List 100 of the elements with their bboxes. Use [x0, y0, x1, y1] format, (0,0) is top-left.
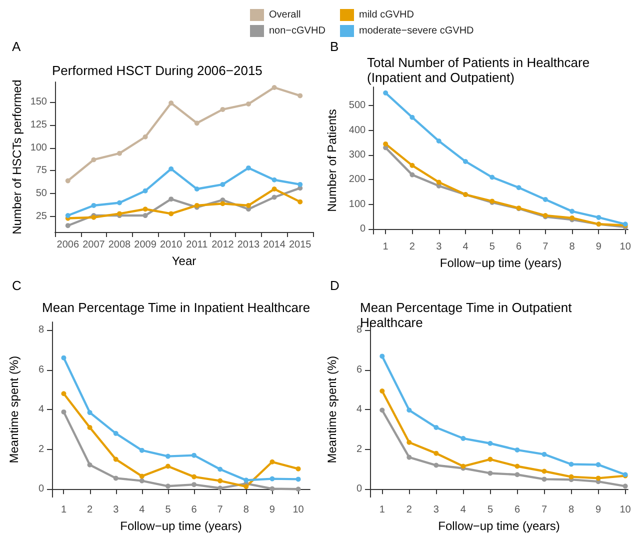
point [246, 101, 251, 106]
chart-title: Mean Percentage Time in Outpatient Healthcare [360, 300, 576, 330]
point [514, 472, 520, 478]
y-axis-title: Number of HSCTs performed [10, 80, 24, 234]
x-tick-label: 7 [541, 504, 548, 516]
point [542, 196, 548, 202]
y-axis-title: Number of Patients [325, 109, 339, 212]
point [298, 182, 303, 187]
point [570, 208, 575, 214]
y-tick-label: 300 [348, 150, 366, 161]
y-tick-label: 4 [38, 404, 44, 416]
point [436, 180, 442, 185]
x-tick-label: 2007 [82, 240, 106, 250]
x-tick-label: 2008 [108, 240, 132, 250]
point [434, 424, 439, 430]
y-tick-label: 2 [356, 444, 362, 455]
point [194, 120, 200, 126]
x-tick-label: 2 [406, 504, 412, 516]
x-tick-label: 4 [462, 242, 469, 252]
point [272, 177, 277, 182]
point [246, 202, 251, 208]
point [246, 165, 251, 170]
x-tick-label: 9 [596, 242, 602, 252]
point [488, 456, 493, 462]
x-tick-label: 8 [243, 504, 250, 516]
point [192, 452, 197, 458]
x-tick-label: 2015 [288, 240, 312, 250]
x-tick-label: 2 [409, 242, 416, 252]
x-tick-label: 7 [542, 242, 549, 252]
point [91, 202, 96, 208]
point [142, 134, 148, 140]
y-tick-label: 6 [38, 364, 44, 376]
point [490, 174, 495, 180]
point [596, 214, 602, 220]
x-tick-label: 2013 [237, 240, 260, 250]
y-tick-label: 0 [356, 484, 362, 495]
point [380, 408, 385, 413]
legend-label: Overall [269, 10, 301, 20]
point [168, 166, 174, 172]
point [514, 464, 520, 469]
point [91, 157, 96, 162]
point [296, 466, 301, 472]
x-axis-title: Follow−up time (years) [438, 519, 560, 533]
x-tick-label: 6 [516, 242, 522, 252]
y-tick-label: 500 [348, 100, 366, 112]
point [87, 410, 92, 416]
x-tick-label: 2010 [160, 240, 183, 250]
point [87, 424, 92, 430]
point [218, 478, 223, 484]
y-tick-label: 0 [360, 224, 366, 235]
point [270, 486, 275, 492]
point [139, 478, 144, 484]
x-tick-label: 5 [165, 504, 172, 516]
x-tick-label: 9 [596, 504, 602, 516]
point [194, 186, 200, 192]
y-tick-label: 100 [348, 198, 366, 210]
x-tick-label: 10 [292, 504, 304, 516]
point [568, 462, 574, 467]
chart-title: Performed HSCT During 2006−2015 [52, 63, 262, 78]
chart-title: Total Number of Patients in Healthcare (Inpatient and Outpatient) [367, 55, 594, 85]
point [165, 454, 170, 459]
x-axis-title: Follow−up time (years) [120, 519, 242, 533]
x-tick-label: 5 [487, 504, 494, 516]
point [218, 466, 223, 472]
point [514, 447, 520, 452]
y-tick-label: 4 [356, 404, 362, 416]
point [434, 450, 439, 456]
y-axis-title: Meantime spent (%) [325, 356, 339, 464]
point [298, 93, 303, 98]
y-tick-label: 150 [30, 96, 48, 108]
point [61, 355, 66, 360]
point [139, 448, 144, 453]
y-tick-label: 25 [36, 210, 48, 222]
y-tick-label: 8 [38, 324, 44, 336]
point [244, 484, 249, 490]
point [406, 440, 412, 445]
y-tick-label: 200 [348, 174, 366, 186]
text: A [12, 39, 21, 54]
point [296, 476, 301, 482]
point [542, 476, 547, 482]
chart-title: Mean Percentage Time in Inpatient Healthcare [42, 300, 310, 315]
point [296, 486, 301, 492]
x-tick-label: 7 [217, 504, 224, 516]
x-tick-label: 3 [436, 242, 442, 252]
y-axis-title: Meantime spent (%) [7, 356, 21, 464]
legend-label: non−cGVHD [269, 26, 326, 36]
x-tick-label: 3 [113, 504, 120, 516]
point [596, 476, 601, 481]
point [463, 158, 468, 164]
point [410, 114, 415, 120]
x-tick-label: 10 [620, 242, 632, 252]
point [272, 194, 277, 200]
x-tick-label: 2014 [263, 240, 286, 250]
point [113, 456, 118, 462]
point [117, 200, 122, 206]
y-tick-label: 100 [30, 142, 48, 154]
text: B [330, 39, 339, 54]
point [168, 100, 174, 106]
point [410, 172, 415, 178]
point [142, 213, 148, 218]
